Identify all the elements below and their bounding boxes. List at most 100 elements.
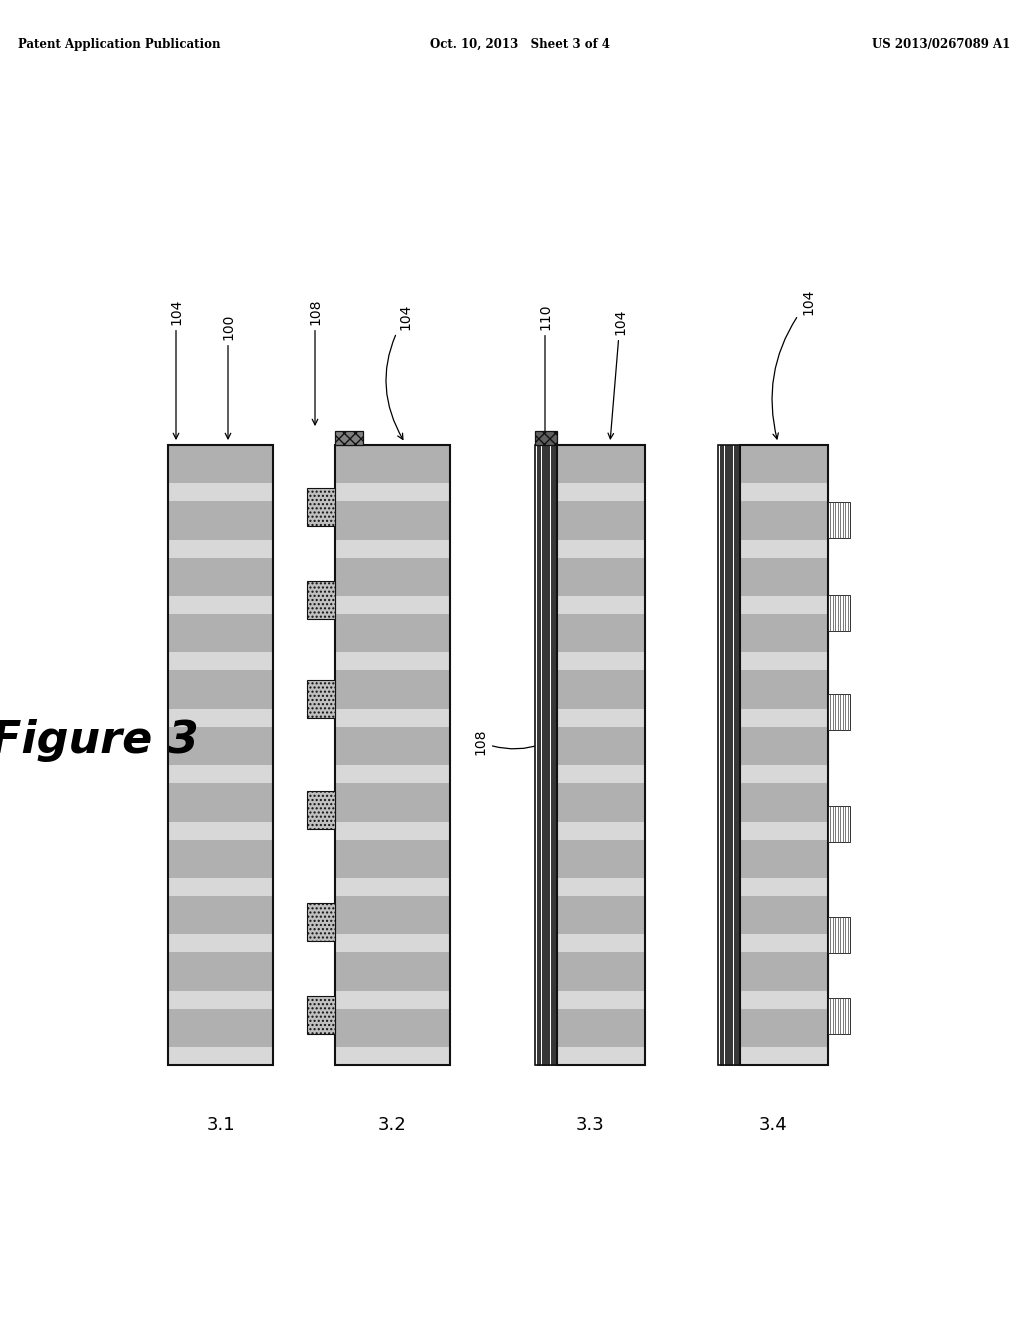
Bar — [740, 597, 828, 614]
Bar — [307, 997, 335, 1034]
Bar — [740, 990, 828, 1008]
Text: 104: 104 — [386, 304, 412, 440]
Bar — [168, 597, 273, 614]
Bar — [740, 483, 828, 502]
Text: 108: 108 — [473, 729, 542, 755]
Bar — [335, 1008, 450, 1047]
Bar — [335, 432, 362, 445]
Bar — [168, 483, 273, 502]
Bar — [335, 614, 450, 652]
Text: Patent Application Publication: Patent Application Publication — [18, 38, 220, 51]
Bar — [168, 502, 273, 540]
Bar — [557, 614, 645, 652]
Bar — [557, 445, 645, 483]
Bar — [718, 445, 740, 1065]
Bar — [557, 540, 645, 558]
Bar — [168, 878, 273, 896]
Bar — [335, 540, 450, 558]
Bar — [557, 952, 645, 990]
Bar — [335, 483, 450, 502]
Text: 3.1: 3.1 — [206, 1115, 234, 1134]
Bar — [740, 502, 828, 540]
Bar — [335, 1047, 450, 1065]
Bar — [335, 445, 450, 483]
Bar — [740, 727, 828, 766]
Bar — [168, 896, 273, 935]
Bar — [307, 792, 335, 829]
Bar — [535, 432, 557, 445]
Bar — [168, 558, 273, 597]
Bar — [307, 487, 335, 525]
Text: 104: 104 — [169, 298, 183, 438]
Bar — [557, 1047, 645, 1065]
Bar — [335, 502, 450, 540]
Bar — [335, 896, 450, 935]
Bar — [740, 896, 828, 935]
Bar — [307, 581, 335, 619]
Text: 104: 104 — [772, 289, 815, 440]
Text: 3.4: 3.4 — [759, 1115, 787, 1134]
Bar — [557, 671, 645, 709]
Text: Figure 3: Figure 3 — [0, 718, 199, 762]
Bar — [740, 821, 828, 840]
Bar — [557, 652, 645, 671]
Bar — [168, 727, 273, 766]
Bar — [557, 727, 645, 766]
Bar — [740, 840, 828, 878]
Text: Oct. 10, 2013   Sheet 3 of 4: Oct. 10, 2013 Sheet 3 of 4 — [430, 38, 610, 51]
Bar — [168, 1047, 273, 1065]
Bar — [740, 878, 828, 896]
Bar — [740, 671, 828, 709]
Bar — [335, 445, 450, 1065]
Bar — [307, 680, 335, 718]
Bar — [828, 694, 850, 730]
Bar — [740, 709, 828, 727]
Bar — [335, 709, 450, 727]
Bar — [557, 483, 645, 502]
Bar — [335, 727, 450, 766]
Bar — [740, 540, 828, 558]
Bar — [740, 1047, 828, 1065]
Bar — [557, 935, 645, 952]
Bar — [168, 1008, 273, 1047]
Bar — [557, 1008, 645, 1047]
Text: 108: 108 — [308, 298, 322, 425]
Bar — [740, 783, 828, 821]
Bar — [557, 445, 645, 1065]
Bar — [335, 821, 450, 840]
Bar — [168, 990, 273, 1008]
Text: 104: 104 — [608, 309, 627, 438]
Bar — [557, 878, 645, 896]
Bar — [557, 896, 645, 935]
Bar — [335, 990, 450, 1008]
Bar — [740, 652, 828, 671]
Bar — [168, 709, 273, 727]
Bar — [168, 445, 273, 1065]
Bar — [335, 952, 450, 990]
Text: 3.3: 3.3 — [575, 1115, 604, 1134]
Bar — [557, 840, 645, 878]
Bar — [828, 805, 850, 842]
Bar — [168, 952, 273, 990]
Bar — [335, 878, 450, 896]
Bar — [740, 935, 828, 952]
Bar — [740, 445, 828, 483]
Text: 3.2: 3.2 — [378, 1115, 407, 1134]
Bar — [828, 998, 850, 1034]
Bar — [557, 597, 645, 614]
Bar — [168, 445, 273, 483]
Bar — [168, 783, 273, 821]
Bar — [168, 652, 273, 671]
Bar — [557, 821, 645, 840]
Text: US 2013/0267089 A1: US 2013/0267089 A1 — [871, 38, 1010, 51]
Bar — [168, 935, 273, 952]
Bar — [335, 652, 450, 671]
Bar — [828, 595, 850, 631]
Bar — [557, 558, 645, 597]
Bar — [557, 990, 645, 1008]
Bar — [335, 840, 450, 878]
Text: 100: 100 — [221, 314, 234, 438]
Bar — [168, 671, 273, 709]
Bar — [335, 766, 450, 783]
Bar — [335, 783, 450, 821]
